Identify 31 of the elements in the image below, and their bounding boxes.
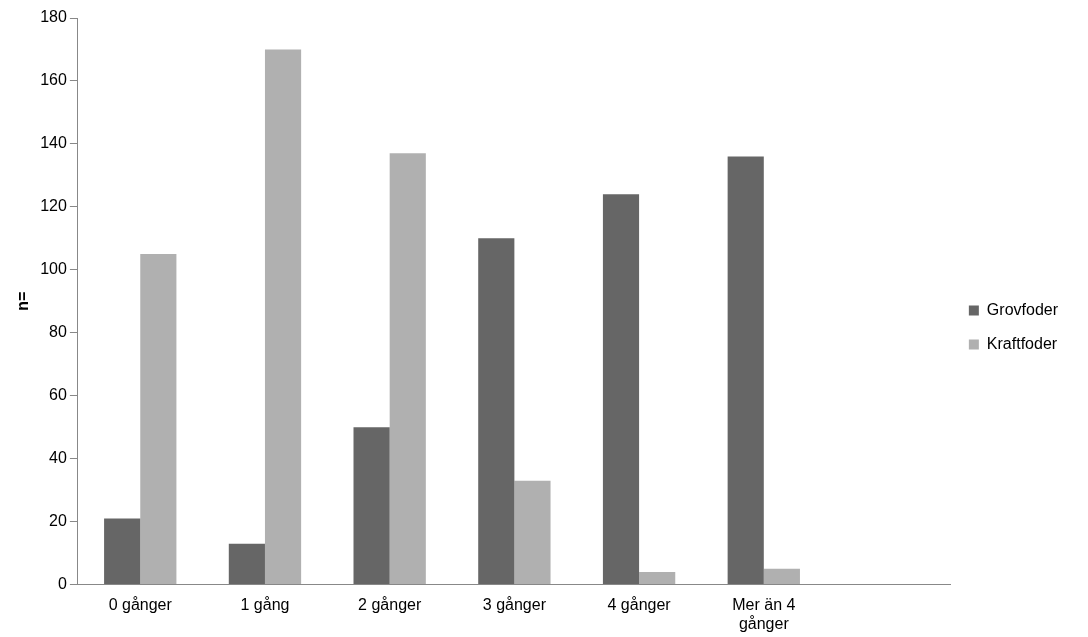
legend-label: Grovfoder — [986, 300, 1059, 318]
bar — [389, 153, 426, 585]
bar — [514, 480, 551, 585]
y-tick-label: 100 — [40, 260, 67, 278]
y-tick-label: 40 — [49, 449, 67, 467]
y-tick-label: 140 — [40, 134, 67, 152]
bar — [140, 254, 177, 585]
bar — [602, 194, 640, 585]
y-tick-label: 20 — [49, 512, 67, 530]
y-tick-label: 0 — [57, 575, 67, 593]
y-tick-label: 160 — [40, 71, 67, 89]
legend-label: Kraftfoder — [986, 334, 1058, 352]
bar — [639, 572, 676, 585]
x-tick-label: 0 gånger — [108, 595, 173, 613]
x-tick-label: Mer än 4 gånger — [732, 595, 796, 632]
y-axis-title: n= — [14, 291, 32, 311]
x-tick-label: 3 gånger — [482, 595, 547, 613]
x-tick-label: 4 gånger — [607, 595, 672, 613]
y-tick-label: 180 — [40, 8, 67, 26]
x-tick-label: 1 gång — [240, 595, 290, 613]
x-tick-label: 2 gånger — [358, 595, 422, 613]
bar — [727, 156, 764, 585]
y-tick-label: 120 — [40, 197, 67, 215]
y-tick-label: 60 — [49, 386, 67, 404]
bar — [228, 543, 265, 585]
bar — [104, 518, 141, 585]
bar — [763, 568, 800, 585]
bar — [264, 49, 302, 585]
y-tick-label: 80 — [49, 323, 67, 341]
bar — [353, 427, 390, 585]
bar — [478, 238, 515, 585]
